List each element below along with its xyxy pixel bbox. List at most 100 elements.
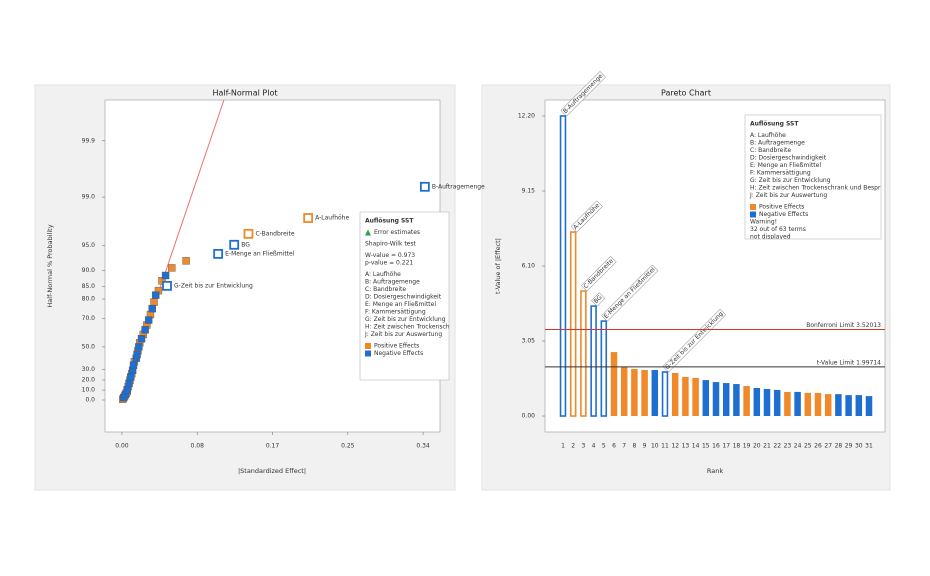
- bar-label: BG: [591, 292, 606, 307]
- y-tick-label: 80.0: [82, 296, 96, 303]
- info-text: J: Zeit bis zur Auswertung: [749, 192, 827, 199]
- bar: [610, 352, 618, 417]
- x-axis-label: |Standardized Effect|: [238, 467, 306, 475]
- legend-marker: [365, 350, 371, 357]
- x-tick-label: 24: [794, 443, 802, 450]
- x-tick-label: 25: [804, 443, 812, 450]
- bar: [743, 386, 750, 417]
- x-tick-label: 12: [671, 443, 679, 450]
- legend-label: Positive Effects: [759, 204, 804, 211]
- info-box: [359, 211, 450, 381]
- x-tick-label: 23: [784, 443, 792, 450]
- info-text: H: Zeit zwischen Trockenschrank und Besp…: [365, 324, 511, 331]
- bar: [620, 367, 628, 417]
- info-text: Error estimates: [374, 229, 420, 236]
- info-text: Auflösung SST: [365, 218, 414, 225]
- x-tick-label: 20: [753, 443, 761, 450]
- y-tick-label: 3.05: [522, 338, 536, 345]
- info-text: F: Kammersättigung: [365, 309, 426, 316]
- point-label: B-Auftragemenge: [432, 183, 485, 190]
- legend-marker: [750, 211, 756, 218]
- x-tick-label: 26: [814, 443, 822, 450]
- bar: [722, 383, 730, 417]
- bar-label-frame: [662, 308, 727, 373]
- y-tick-label: 70.0: [82, 315, 96, 322]
- x-tick-label: 10: [651, 443, 659, 450]
- y-axis-label: t-Value of |Effect|: [494, 238, 502, 294]
- bar: [702, 380, 710, 417]
- point: [303, 213, 314, 223]
- reference-line-label: t-Value Limit 1.99714: [817, 359, 881, 366]
- point: [168, 264, 176, 272]
- x-tick-label: 18: [733, 443, 741, 450]
- x-tick-label: 30: [855, 443, 863, 450]
- bar: [784, 391, 791, 417]
- x-tick-label: 16: [712, 443, 720, 450]
- info-text: p-value = 0.221: [365, 260, 413, 267]
- bar-label-frame: [601, 264, 659, 322]
- bar: [763, 388, 771, 417]
- y-tick-label: 99.0: [82, 194, 96, 201]
- x-tick-label: 1: [561, 443, 565, 450]
- point: [243, 228, 254, 239]
- x-axis-label: Rank: [707, 467, 723, 475]
- bar: [641, 370, 648, 417]
- bar: [682, 376, 689, 417]
- legend-label: Positive Effects: [374, 343, 419, 350]
- info-text: Auflösung SST: [750, 121, 799, 128]
- x-tick-label: 22: [773, 443, 781, 450]
- bar-label-frame: [591, 292, 606, 307]
- y-tick-label: 90.0: [82, 267, 96, 274]
- point: [141, 326, 149, 334]
- y-axis-label: Half-Normal % Probability: [46, 224, 54, 307]
- info-text: F: Kammersättigung: [750, 170, 811, 177]
- info-text: D: Dosiergeschwindigkeit: [750, 155, 827, 162]
- point: [129, 361, 138, 369]
- info-text: A: Laufhöhe: [365, 271, 401, 278]
- x-tick-label: 2: [571, 443, 575, 450]
- x-tick-label: 13: [682, 443, 690, 450]
- bar: [600, 320, 608, 417]
- info-text: B: Auftragemenge: [365, 279, 420, 286]
- x-tick-label: 4: [592, 443, 596, 450]
- bar-label-text: BG: [593, 294, 604, 305]
- y-tick-label: 99.9: [82, 137, 96, 144]
- info-text: H: Zeit zwischen Trockenschrank und Besp…: [750, 185, 896, 192]
- point: [133, 350, 141, 359]
- info-text: 32 out of 63 terms: [750, 226, 806, 233]
- bar: [661, 371, 669, 417]
- y-tick-label: 10.0: [82, 387, 96, 394]
- point: [213, 248, 224, 259]
- chart-title: Pareto Chart: [661, 89, 711, 98]
- x-tick-label: 0.00: [115, 443, 129, 450]
- info-box: [744, 114, 882, 240]
- y-tick-label: 0.00: [522, 413, 536, 420]
- point-label: G-Zeit bis zur Entwicklung: [174, 282, 253, 289]
- point: [127, 373, 135, 381]
- legend-marker: [365, 229, 371, 236]
- point-label: C-Bandbreite: [255, 230, 294, 237]
- point-label: E-Menge an Fließmittel: [225, 250, 295, 257]
- y-tick-label: 20.0: [82, 377, 96, 384]
- info-box-content: Auflösung SST Error estimates Shapiro-Wilk…: [364, 218, 511, 358]
- point: [182, 257, 190, 265]
- bar: [651, 370, 659, 417]
- info-text: E: Menge an Fließmittel: [750, 162, 821, 169]
- point: [419, 181, 430, 192]
- x-tick-label: 5: [602, 443, 606, 450]
- y-tick-label: 6.10: [522, 263, 536, 270]
- x-tick-label: 17: [722, 443, 730, 450]
- info-text: Shapiro-Wilk test: [365, 241, 416, 248]
- info-text: C: Bandbreite: [750, 147, 791, 154]
- point: [125, 379, 133, 388]
- x-tick-label: 11: [661, 443, 669, 450]
- y-tick-label: 50.0: [82, 343, 96, 350]
- point: [144, 316, 153, 324]
- x-tick-label: 0.34: [416, 443, 430, 450]
- x-tick-label: 27: [824, 443, 832, 450]
- bar: [824, 394, 832, 417]
- point-label: A-Laufhöhe: [315, 215, 349, 222]
- bar: [559, 115, 567, 417]
